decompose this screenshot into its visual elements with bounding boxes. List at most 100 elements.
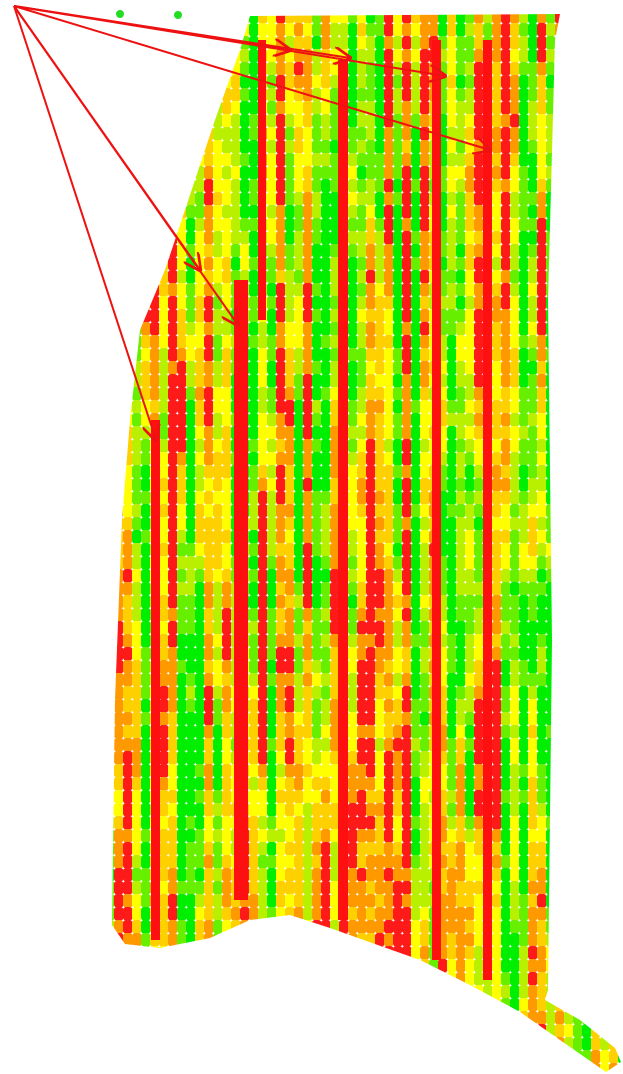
yield-cell <box>564 413 574 427</box>
yield-cell <box>204 855 214 869</box>
yield-cell <box>537 829 547 843</box>
yield-cell <box>267 283 277 297</box>
yield-cell <box>204 478 214 492</box>
yield-cell <box>168 244 178 258</box>
yield-cell <box>357 374 367 388</box>
yield-cell <box>123 478 133 492</box>
yield-cell <box>411 517 421 531</box>
yield-cell <box>600 829 610 843</box>
yield-cell <box>483 1063 493 1072</box>
yield-cell <box>303 426 313 440</box>
yield-cell <box>330 699 340 713</box>
yield-cell <box>276 855 286 869</box>
yield-cell <box>474 920 484 934</box>
yield-cell <box>141 270 151 284</box>
yield-cell <box>303 231 313 245</box>
yield-cell <box>186 1024 196 1038</box>
yield-cell <box>348 699 358 713</box>
yield-cell <box>258 14 268 24</box>
yield-cell <box>456 114 466 128</box>
yield-cell <box>339 946 349 960</box>
yield-cell <box>465 491 475 505</box>
yield-cell <box>231 88 241 102</box>
yield-cell <box>330 374 340 388</box>
yield-cell <box>222 1011 232 1025</box>
yield-cell <box>330 179 340 193</box>
yield-cell <box>564 270 574 284</box>
yield-cell <box>330 140 340 154</box>
yield-cell <box>528 322 538 336</box>
yield-cell <box>600 803 610 817</box>
yield-cell <box>213 790 223 804</box>
yield-cell <box>609 309 619 323</box>
yield-cell <box>159 608 169 622</box>
yield-cell <box>582 673 592 687</box>
yield-cell <box>249 699 259 713</box>
yield-cell <box>348 517 358 531</box>
yield-cell <box>564 751 574 765</box>
yield-cell <box>258 790 268 804</box>
yield-cell <box>375 14 385 24</box>
yield-cell <box>492 738 502 752</box>
yield-cell <box>321 946 331 960</box>
yield-cell <box>303 868 313 882</box>
yield-cell <box>114 244 124 258</box>
yield-cell <box>267 270 277 284</box>
yield-cell <box>258 491 268 505</box>
yield-cell <box>501 1011 511 1025</box>
yield-cell <box>393 491 403 505</box>
yield-cell <box>222 478 232 492</box>
yield-cell <box>573 439 583 453</box>
yield-cell <box>321 868 331 882</box>
yield-cell <box>114 88 124 102</box>
yield-cell <box>501 23 511 37</box>
yield-cell <box>591 452 601 466</box>
yield-cell <box>114 361 124 375</box>
yield-cell <box>312 504 322 518</box>
yield-cell <box>591 972 601 986</box>
yield-cell <box>411 621 421 635</box>
yield-cell <box>555 881 565 895</box>
yield-cell <box>492 751 502 765</box>
yield-cell <box>411 75 421 89</box>
yield-cell <box>474 387 484 401</box>
yield-cell <box>402 738 412 752</box>
yield-cell <box>537 816 547 830</box>
yield-cell <box>141 751 151 765</box>
yield-cell <box>132 972 142 986</box>
yield-cell <box>168 712 178 726</box>
yield-cell <box>159 803 169 817</box>
yield-cell <box>618 153 621 167</box>
yield-cell <box>366 192 376 206</box>
yield-cell <box>456 777 466 791</box>
yield-cell <box>600 426 610 440</box>
yield-cell <box>114 621 124 635</box>
yield-cell <box>276 49 286 63</box>
yield-cell <box>465 517 475 531</box>
yield-cell <box>582 712 592 726</box>
yield-cell <box>393 907 403 921</box>
yield-cell <box>618 738 621 752</box>
yield-cell <box>276 608 286 622</box>
yield-cell <box>573 153 583 167</box>
yield-cell <box>231 972 241 986</box>
yield-cell <box>366 660 376 674</box>
yield-cell <box>447 933 457 947</box>
yield-cell <box>510 530 520 544</box>
yield-cell <box>537 335 547 349</box>
yield-cell <box>465 556 475 570</box>
yield-cell <box>330 569 340 583</box>
yield-cell <box>195 725 205 739</box>
yield-cell <box>537 842 547 856</box>
yield-cell <box>195 75 205 89</box>
yield-cell <box>456 400 466 414</box>
yield-cell <box>582 764 592 778</box>
yield-cell <box>177 504 187 518</box>
yield-cell <box>168 88 178 102</box>
yield-cell <box>303 855 313 869</box>
yield-cell <box>447 972 457 986</box>
yield-cell <box>267 244 277 258</box>
yield-cell <box>582 777 592 791</box>
yield-cell <box>366 816 376 830</box>
yield-cell <box>285 400 295 414</box>
